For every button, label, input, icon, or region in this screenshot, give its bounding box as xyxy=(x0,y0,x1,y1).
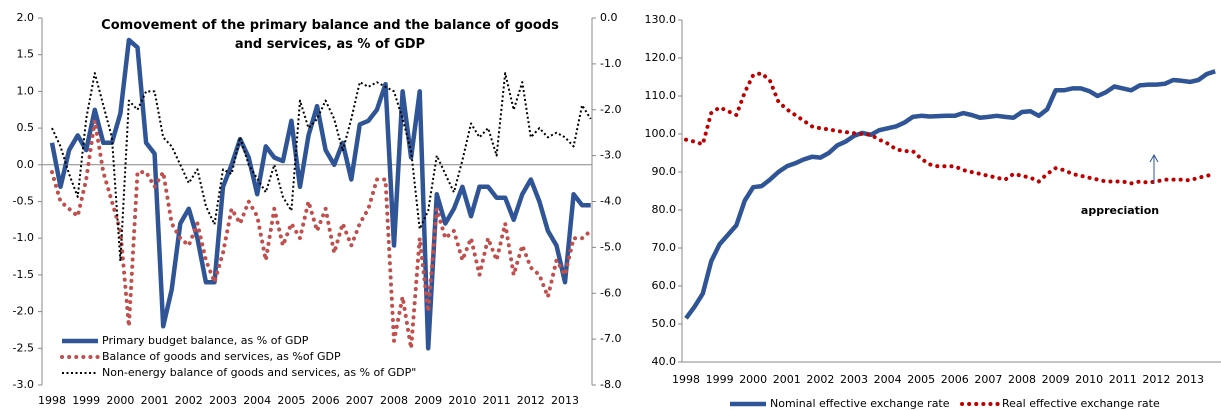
legend-label: Real effective exchange rate xyxy=(1002,397,1160,410)
x-tick-label: 2011 xyxy=(483,394,511,407)
x-tick-label: 2005 xyxy=(277,394,305,407)
y2-tick-label: -7.0 xyxy=(600,332,621,345)
series-line xyxy=(50,118,593,351)
x-tick-label: 2007 xyxy=(346,394,374,407)
y-tick-label: 0.0 xyxy=(17,158,35,171)
y-tick-label: 120.0 xyxy=(645,51,677,64)
x-tick-label: 2001 xyxy=(141,394,169,407)
x-tick-label: 2010 xyxy=(448,394,476,407)
y-tick-label: -3.0 xyxy=(13,378,34,391)
x-tick-label: 2003 xyxy=(209,394,237,407)
x-tick-label: 2011 xyxy=(1109,373,1137,386)
y-tick-label: -1.5 xyxy=(13,268,34,281)
annotation: appreciation xyxy=(1081,204,1159,217)
y2-tick-label: -4.0 xyxy=(600,195,621,208)
y2-tick-label: -6.0 xyxy=(600,286,621,299)
x-tick-label: 2006 xyxy=(941,373,969,386)
y-tick-label: 60.0 xyxy=(652,279,677,292)
x-tick-label: 2006 xyxy=(312,394,340,407)
x-tick-label: 2008 xyxy=(1008,373,1036,386)
x-tick-label: 2000 xyxy=(739,373,767,386)
y2-tick-label: -2.0 xyxy=(600,103,621,116)
x-tick-label: 2002 xyxy=(175,394,203,407)
chart-title: Comovement of the primary balance and th… xyxy=(101,18,559,52)
x-tick-label: 2007 xyxy=(974,373,1002,386)
series-line xyxy=(684,69,1216,320)
series-line xyxy=(49,37,591,351)
x-tick-label: 2009 xyxy=(1042,373,1070,386)
y-tick-label: 100.0 xyxy=(645,127,677,140)
y-tick-label: 50.0 xyxy=(652,317,677,330)
x-tick-label: 1998 xyxy=(38,394,66,407)
x-tick-label: 2008 xyxy=(380,394,408,407)
legend-label: Primary budget balance, as % of GDP xyxy=(102,334,309,347)
x-tick-label: 2002 xyxy=(806,373,834,386)
y-tick-label: 40.0 xyxy=(652,355,677,368)
y2-tick-label: -5.0 xyxy=(600,240,621,253)
x-tick-label: 2000 xyxy=(106,394,134,407)
series-line xyxy=(684,71,1218,186)
y-tick-label: -2.0 xyxy=(13,305,34,318)
y-tick-label: -0.5 xyxy=(13,195,34,208)
x-tick-label: 2001 xyxy=(773,373,801,386)
y-tick-label: 130.0 xyxy=(645,13,677,26)
y-tick-label: 80.0 xyxy=(652,203,677,216)
x-tick-label: 1999 xyxy=(706,373,734,386)
annotation-arrowhead xyxy=(1149,153,1159,163)
y-tick-label: 110.0 xyxy=(645,89,677,102)
y2-tick-label: -1.0 xyxy=(600,57,621,70)
legend-label: Balance of goods and services, as %of GD… xyxy=(102,350,341,363)
y-tick-label: 1.0 xyxy=(17,84,35,97)
y-tick-label: 0.5 xyxy=(17,121,35,134)
y-tick-label: -2.5 xyxy=(13,341,34,354)
y-tick-label: -1.0 xyxy=(13,231,34,244)
x-tick-label: 2003 xyxy=(840,373,868,386)
legend-label: Non-energy balance of goods and services… xyxy=(102,366,416,379)
x-tick-label: 2009 xyxy=(414,394,442,407)
series-line xyxy=(51,72,592,263)
legend-label: Nominal effective exchange rate xyxy=(770,397,950,410)
x-tick-label: 1998 xyxy=(672,373,700,386)
x-tick-label: 1999 xyxy=(72,394,100,407)
x-tick-label: 2013 xyxy=(1176,373,1204,386)
x-tick-label: 2010 xyxy=(1075,373,1103,386)
x-tick-label: 2005 xyxy=(907,373,935,386)
y-tick-label: 1.5 xyxy=(17,48,35,61)
y-tick-label: 2.0 xyxy=(17,11,35,24)
y2-tick-label: -3.0 xyxy=(600,149,621,162)
x-tick-label: 2012 xyxy=(517,394,545,407)
y2-tick-label: 0.0 xyxy=(600,11,618,24)
y-tick-label: 90.0 xyxy=(652,165,677,178)
x-tick-label: 2013 xyxy=(551,394,579,407)
x-tick-label: 2004 xyxy=(243,394,271,407)
y-tick-label: 70.0 xyxy=(652,241,677,254)
y2-tick-label: -8.0 xyxy=(600,378,621,391)
x-tick-label: 2004 xyxy=(874,373,902,386)
x-tick-label: 2012 xyxy=(1142,373,1170,386)
